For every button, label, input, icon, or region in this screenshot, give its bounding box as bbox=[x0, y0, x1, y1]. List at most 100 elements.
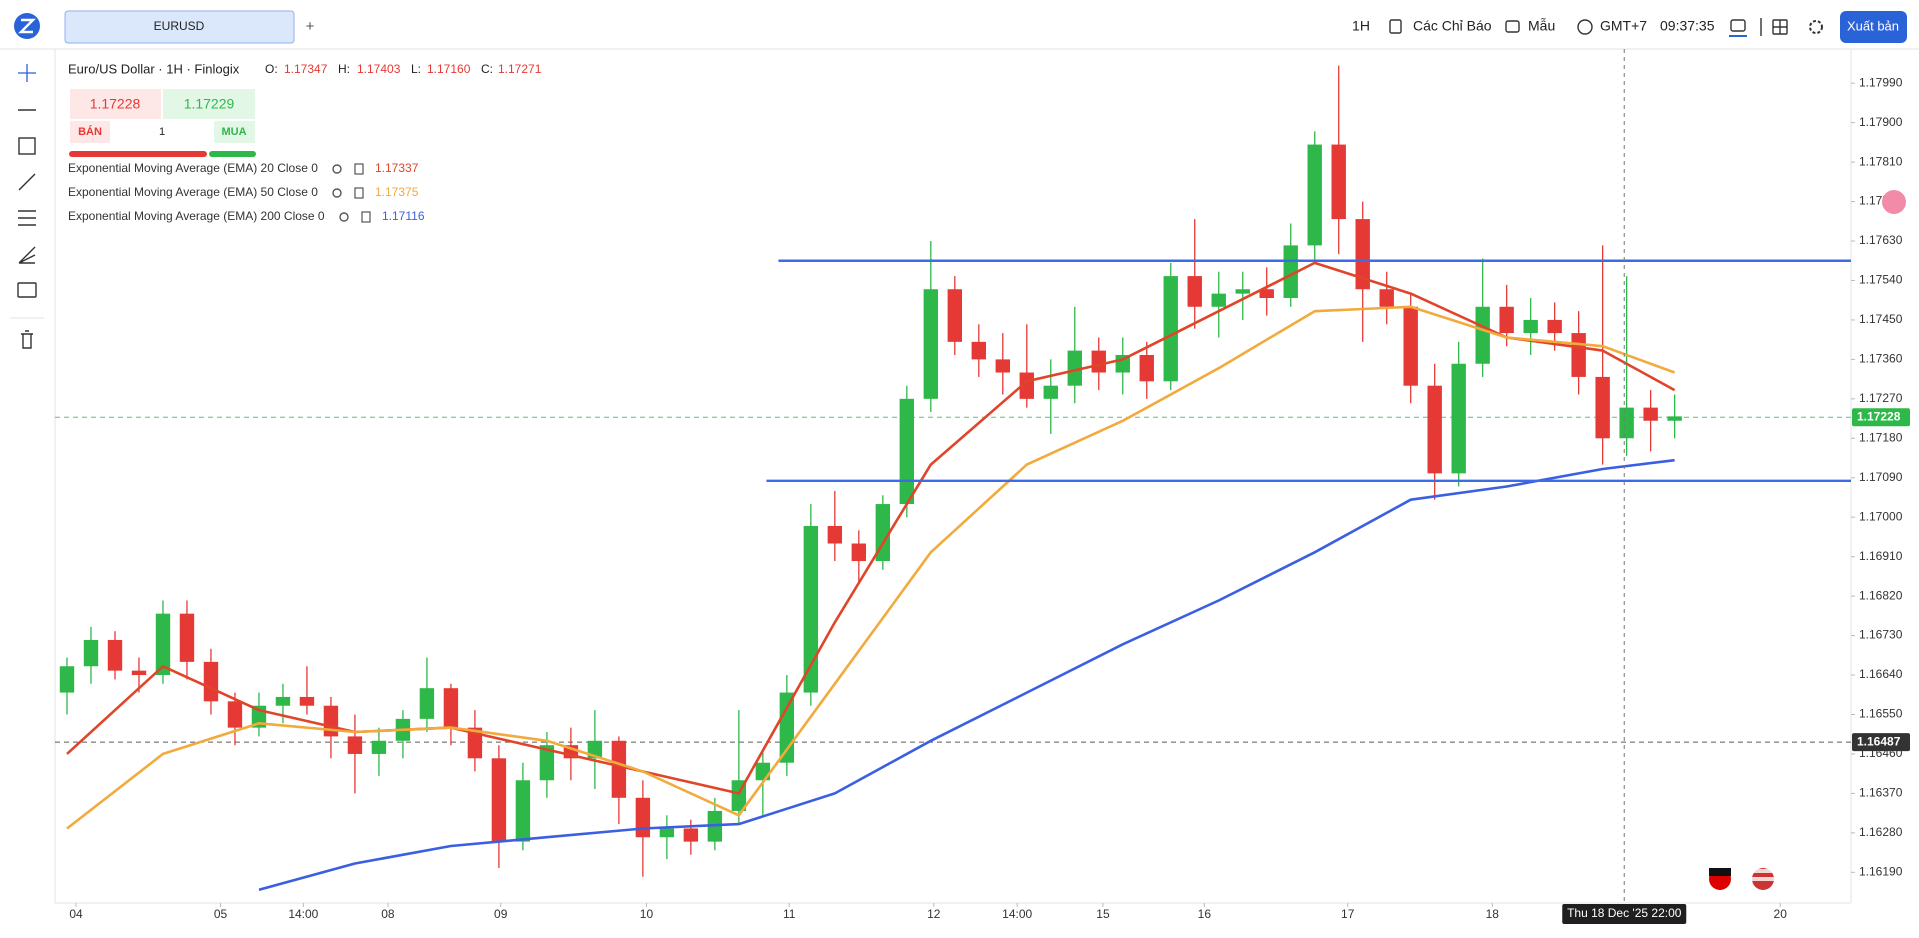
candle-body bbox=[299, 696, 315, 706]
buy-box[interactable] bbox=[163, 89, 255, 119]
y-tick-label: 1.16370 bbox=[1859, 786, 1903, 800]
y-tick-label: 1.16550 bbox=[1859, 707, 1903, 721]
candle-body bbox=[1403, 306, 1418, 386]
indicators-icon bbox=[1389, 19, 1402, 34]
ohlc-value: 1.17160 bbox=[427, 62, 471, 76]
sell-bar bbox=[69, 151, 207, 157]
candle-body bbox=[827, 525, 843, 544]
indicator-settings[interactable] bbox=[339, 212, 349, 222]
candle-body bbox=[443, 688, 459, 728]
x-tick-label: 04 bbox=[69, 907, 83, 921]
fib-tool[interactable] bbox=[18, 210, 36, 226]
interval-button[interactable]: 1H bbox=[1352, 18, 1370, 34]
candle-body bbox=[203, 661, 219, 702]
buy-bar bbox=[209, 151, 256, 157]
y-tick-label: 1.17450 bbox=[1859, 312, 1903, 326]
price-badge-label: 1.17228 bbox=[1857, 409, 1901, 423]
top-bar bbox=[0, 0, 1919, 49]
y-tick-label: 1.17540 bbox=[1859, 273, 1903, 287]
trend-tool[interactable] bbox=[18, 173, 36, 191]
candle-body bbox=[1667, 416, 1682, 421]
ema-line bbox=[258, 458, 1675, 892]
publish-label: Xuất bản bbox=[1847, 18, 1899, 33]
price-badge bbox=[1852, 733, 1910, 752]
y-tick-label: 1.16820 bbox=[1859, 588, 1903, 602]
candle-body bbox=[1571, 333, 1586, 377]
candle-body bbox=[419, 688, 435, 719]
assistant-icon[interactable] bbox=[1882, 190, 1906, 214]
settings-icon[interactable] bbox=[1809, 20, 1823, 34]
overlay: Euro/US Dollar · 1H · Finlogix 1.17228 1… bbox=[68, 61, 1906, 890]
candle-body bbox=[275, 696, 291, 706]
indicators-button[interactable]: Các Chỉ Báo bbox=[1413, 18, 1492, 34]
crosshair-tool[interactable] bbox=[18, 64, 36, 82]
rect-tool[interactable] bbox=[18, 137, 36, 155]
candle-body bbox=[1043, 385, 1058, 399]
candle-body bbox=[1499, 306, 1514, 334]
y-tick-label: 1.17360 bbox=[1859, 352, 1903, 366]
y-tick-label: 1.17810 bbox=[1859, 154, 1903, 168]
x-tick-label: 20 bbox=[1774, 907, 1788, 921]
indicator-settings[interactable] bbox=[332, 188, 342, 198]
indicator-delete[interactable] bbox=[354, 163, 364, 175]
timezone-button[interactable]: GMT+7 bbox=[1600, 18, 1647, 34]
candle-body bbox=[899, 398, 915, 505]
candle-body bbox=[1595, 376, 1610, 439]
clock: 09:37:35 bbox=[1660, 18, 1715, 34]
candle-body bbox=[851, 543, 867, 562]
ohlc-value: 1.17347 bbox=[284, 62, 328, 76]
candle-body bbox=[1427, 385, 1442, 474]
candle-body bbox=[1523, 319, 1538, 334]
candle-body bbox=[179, 613, 195, 662]
gann-tool[interactable] bbox=[18, 246, 36, 264]
candle-body bbox=[515, 780, 531, 842]
buy-label-box bbox=[214, 121, 255, 143]
delete-tool[interactable] bbox=[21, 330, 33, 349]
candle-body bbox=[1283, 245, 1298, 299]
candle-body bbox=[1139, 355, 1154, 382]
ohlc-label: L: bbox=[411, 62, 421, 76]
y-tick-label: 1.16640 bbox=[1859, 667, 1903, 681]
indicator-delete[interactable] bbox=[354, 187, 364, 199]
candle-body bbox=[1019, 372, 1034, 399]
candle-body bbox=[683, 828, 699, 842]
x-tick-label: 14:00 bbox=[288, 907, 318, 921]
indicator-delete[interactable] bbox=[361, 211, 371, 223]
candle-body bbox=[923, 289, 939, 399]
add-tab[interactable]: + bbox=[306, 18, 315, 35]
candle-body bbox=[971, 341, 986, 360]
candle-body bbox=[1355, 219, 1370, 290]
y-tick-label: 1.16910 bbox=[1859, 549, 1903, 563]
sell-price: 1.17228 bbox=[90, 96, 141, 112]
sell-label[interactable]: BÁN bbox=[78, 125, 102, 138]
candle-body bbox=[1211, 293, 1226, 307]
y-tick-label: 1.16730 bbox=[1859, 628, 1903, 642]
indicator-value: 1.17375 bbox=[375, 185, 419, 199]
candle-body bbox=[1619, 407, 1634, 439]
buy-label[interactable]: MUA bbox=[221, 126, 246, 138]
x-tick-label: 12 bbox=[927, 907, 941, 921]
y-tick-label: 1.17630 bbox=[1859, 233, 1903, 247]
note-tool[interactable] bbox=[17, 282, 37, 298]
symbol-tab[interactable] bbox=[64, 10, 295, 44]
indicator-settings[interactable] bbox=[332, 164, 342, 174]
x-tick-label: 16 bbox=[1198, 907, 1212, 921]
candle-body bbox=[1187, 276, 1202, 307]
sell-box[interactable] bbox=[70, 89, 161, 119]
y-tick-label: 1.17090 bbox=[1859, 470, 1903, 484]
candle-body bbox=[875, 504, 891, 562]
templates-button[interactable]: Mẫu bbox=[1528, 18, 1555, 34]
candle-body bbox=[539, 745, 555, 781]
indicator-name: Exponential Moving Average (EMA) 200 Clo… bbox=[68, 209, 325, 223]
quantity[interactable]: 1 bbox=[159, 126, 165, 138]
x-tick-label: 17 bbox=[1341, 907, 1355, 921]
y-tick-label: 1.17270 bbox=[1859, 391, 1903, 405]
candle-body bbox=[1451, 363, 1466, 474]
candle-body bbox=[227, 701, 243, 728]
flag-de-top bbox=[1709, 868, 1731, 876]
ema-line bbox=[66, 261, 1676, 795]
publish-button[interactable] bbox=[1840, 11, 1907, 43]
screenshot-icon[interactable] bbox=[1730, 19, 1746, 32]
candle-body bbox=[1235, 289, 1250, 294]
